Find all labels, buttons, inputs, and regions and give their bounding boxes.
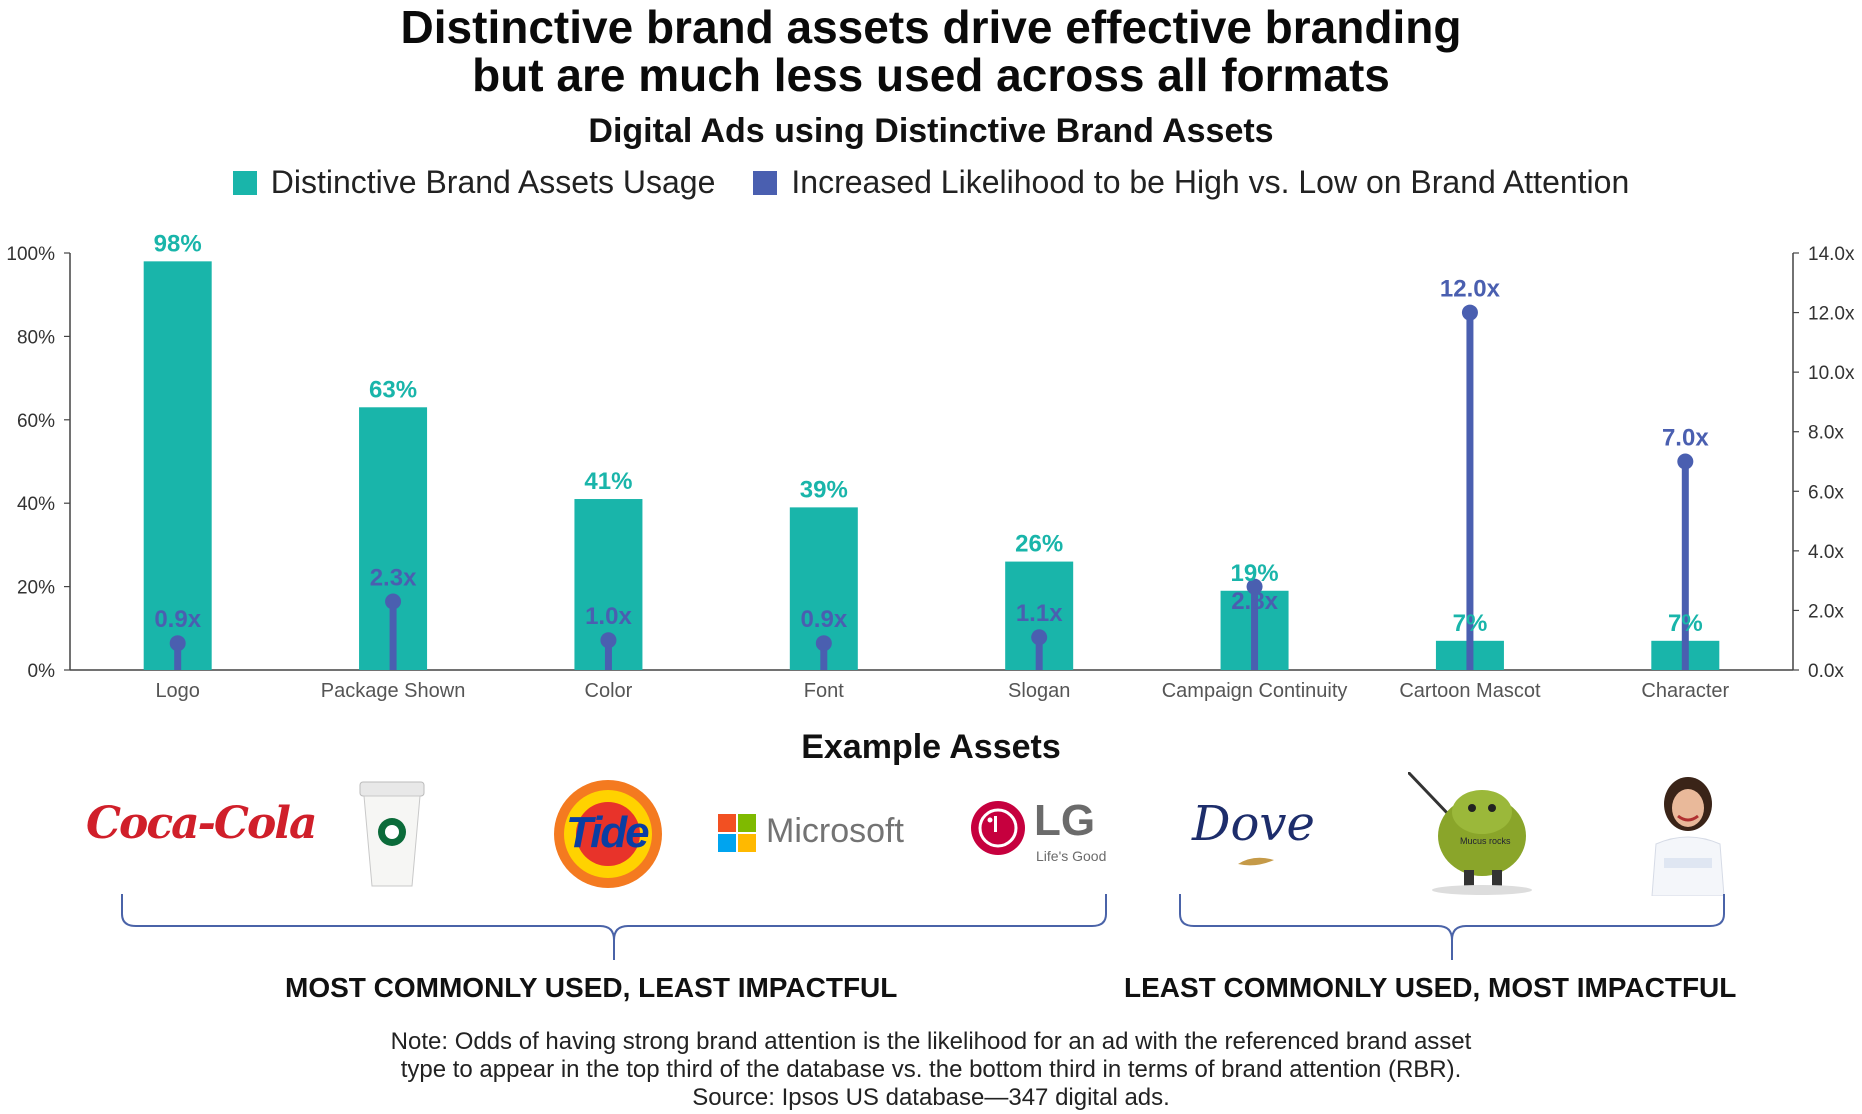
x-tick-label: Slogan xyxy=(1008,680,1070,702)
right-tick-label: 12.0x xyxy=(1808,304,1855,325)
group-label-right: LEAST COMMONLY USED, MOST IMPACTFUL xyxy=(1124,972,1737,1003)
bar xyxy=(143,261,212,670)
coca-cola-logo: Coca-Cola xyxy=(86,790,318,880)
bar-value-label: 26% xyxy=(1015,531,1063,558)
left-tick-label: 60% xyxy=(17,411,55,432)
right-tick-label: 10.0x xyxy=(1808,363,1855,384)
chart-plot: 0% 20% 40% 60% 80% 100% 0.0x 2.0x 4.0x 6.0x 8.0x 10… xyxy=(6,230,1855,702)
legend-swatch-bars xyxy=(232,170,257,195)
chart-subtitle: Digital Ads using Distinctive Brand Asse… xyxy=(588,112,1274,150)
left-tick-label: 80% xyxy=(17,327,55,348)
bar-value-label: 63% xyxy=(369,376,417,403)
left-bracket xyxy=(121,894,1107,960)
legend-label-lollipop: Increased Likelihood to be High vs. Low … xyxy=(791,164,1630,200)
mascot-shirt-text: Mucus rocks xyxy=(1460,836,1511,846)
x-tick-label: Campaign Continuity xyxy=(1162,680,1348,702)
x-tick-label: Cartoon Mascot xyxy=(1399,680,1541,702)
left-tick-label: 100% xyxy=(6,244,55,265)
dove-logo-text: Dove xyxy=(1192,796,1315,852)
x-tick-label: Logo xyxy=(155,680,200,702)
lollipop-dot xyxy=(169,635,186,652)
right-bracket xyxy=(1179,894,1725,960)
legend-item-bars: Distinctive Brand Assets Usage xyxy=(232,164,716,201)
left-tick-label: 20% xyxy=(17,578,55,599)
coca-cola-logo-text: Coca-Cola xyxy=(86,798,318,849)
legend-label-bars: Distinctive Brand Assets Usage xyxy=(270,164,716,200)
group-label-left: MOST COMMONLY USED, LEAST IMPACTFUL xyxy=(285,972,898,1003)
lg-logo-text: LG xyxy=(1034,796,1096,845)
legend-item-lollipop: Increased Likelihood to be High vs. Low … xyxy=(753,164,1629,201)
lollipop-dot xyxy=(1246,578,1263,595)
lollipop-value-label: 2.3x xyxy=(370,564,417,591)
legend-swatch-lollipop xyxy=(753,170,778,195)
lg-logo: LG Life's Good xyxy=(970,796,1110,876)
lollipop-value-label: 1.0x xyxy=(585,603,632,630)
footnote-line2: type to appear in the top third of the d… xyxy=(400,1056,1462,1083)
lollipop-dot xyxy=(1677,453,1694,470)
lollipop-dot xyxy=(385,593,402,610)
lollipop-dot xyxy=(600,632,617,649)
x-tick-label: Package Shown xyxy=(321,680,466,702)
bar-value-label: 7% xyxy=(1453,610,1488,637)
lollipop-value-label: 0.9x xyxy=(800,606,847,633)
tide-logo-text: Tide xyxy=(566,808,650,857)
lollipop-value-label: 12.0x xyxy=(1440,276,1501,303)
microsoft-logo: Microsoft xyxy=(718,812,918,856)
character-image xyxy=(1642,774,1734,897)
lollipop-value-label: 2.8x xyxy=(1231,588,1278,615)
lollipop-dot xyxy=(1031,629,1048,646)
x-tick-label: Font xyxy=(804,680,844,702)
right-tick-label: 14.0x xyxy=(1808,244,1855,265)
footnote-source: Source: Ipsos US database—347 digital ad… xyxy=(692,1084,1170,1111)
right-tick-label: 0.0x xyxy=(1808,661,1844,682)
bar-value-label: 41% xyxy=(584,468,632,495)
lollipop-value-label: 7.0x xyxy=(1662,425,1709,452)
chart-title-line2: but are much less used across all format… xyxy=(472,49,1390,101)
footnote: Note: Odds of having strong brand attent… xyxy=(0,1028,1862,1112)
tide-logo: Tide xyxy=(552,778,664,890)
legend: Distinctive Brand Assets Usage Increased… xyxy=(0,164,1862,201)
right-tick-label: 6.0x xyxy=(1808,482,1844,503)
chart-title-line1: Distinctive brand assets drive effective… xyxy=(400,1,1462,53)
lollipop-dot xyxy=(1461,304,1478,321)
lollipop-value-label: 0.9x xyxy=(154,606,201,633)
x-tick-label: Character xyxy=(1641,680,1729,702)
starbucks-cup-icon xyxy=(352,780,432,890)
x-tick-label: Color xyxy=(585,680,633,702)
lollipop-dot xyxy=(815,635,832,652)
bar-value-label: 19% xyxy=(1231,560,1279,587)
lollipop-value-label: 1.1x xyxy=(1016,600,1063,627)
bar-value-label: 98% xyxy=(154,230,202,257)
right-tick-label: 8.0x xyxy=(1808,423,1844,444)
right-tick-label: 2.0x xyxy=(1808,601,1844,622)
right-tick-label: 4.0x xyxy=(1808,542,1844,563)
left-tick-label: 0% xyxy=(28,661,56,682)
left-tick-label: 40% xyxy=(17,494,55,515)
microsoft-logo-text: Microsoft xyxy=(766,812,904,850)
dove-logo: Dove xyxy=(1192,796,1322,876)
cartoon-mascot-image: Mucus rocks xyxy=(1406,770,1548,896)
bar-value-label: 39% xyxy=(800,476,848,503)
assets-title: Example Assets xyxy=(801,728,1061,766)
footnote-line1: Note: Odds of having strong brand attent… xyxy=(390,1028,1472,1055)
bar-value-label: 7% xyxy=(1668,610,1703,637)
asset-group-brackets xyxy=(121,894,1725,960)
lg-tagline: Life's Good xyxy=(1036,848,1107,864)
